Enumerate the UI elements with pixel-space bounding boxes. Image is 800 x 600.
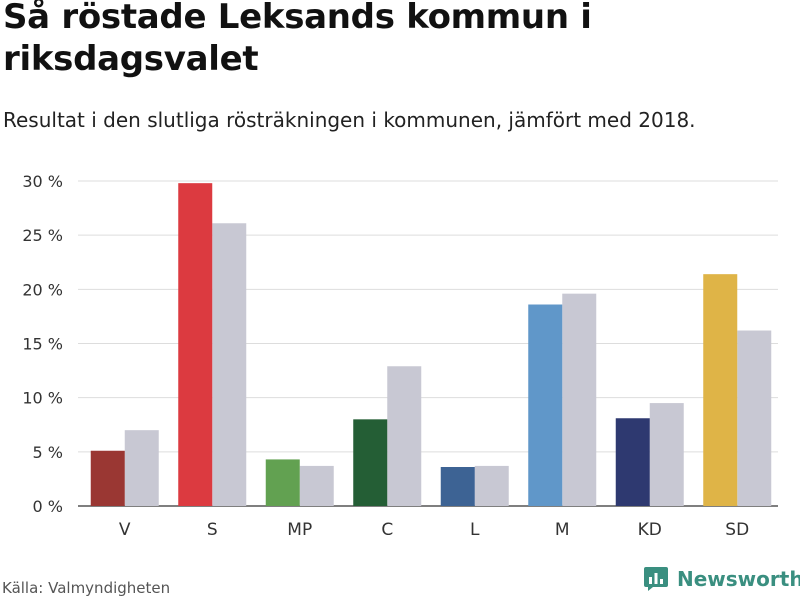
bar-2018-kd <box>649 403 684 506</box>
y-tick-label: 5 % <box>33 443 63 462</box>
y-tick-label: 10 % <box>22 389 63 408</box>
y-tick-label: 20 % <box>22 280 63 299</box>
bar-2022-sd <box>703 274 738 506</box>
bar-2018-s <box>212 223 247 506</box>
y-tick-label: 25 % <box>22 226 63 245</box>
category-label-mp: MP <box>287 520 312 540</box>
bar-2022-s <box>178 183 213 506</box>
category-label-sd: SD <box>725 520 749 540</box>
bar-2018-mp <box>299 465 334 506</box>
source-note: Källa: Valmyndigheten <box>2 579 171 597</box>
brand-name: Newsworthy <box>677 567 800 591</box>
bar-2022-m <box>528 304 563 506</box>
bar-2018-c <box>387 366 422 506</box>
category-label-s: S <box>207 520 218 540</box>
category-label-m: M <box>555 520 570 540</box>
bar-2022-c <box>353 419 388 506</box>
y-tick-label: 0 % <box>33 497 63 516</box>
y-tick-label: 30 % <box>22 172 63 191</box>
bar-2018-l <box>474 465 509 506</box>
bar-2018-m <box>562 293 597 506</box>
bar-2018-sd <box>737 330 772 506</box>
bar-2022-l <box>440 467 475 506</box>
category-label-c: C <box>381 520 393 540</box>
y-axis-labels: 0 % 5 % 10 % 15 % 20 % 25 % 30 % <box>22 172 63 516</box>
bars <box>90 183 772 506</box>
chart-title: Så röstade Leksands kommun i riksdagsval… <box>3 0 592 79</box>
bar-2018-v <box>124 430 159 506</box>
x-axis-labels: V S MP C L M KD SD <box>119 520 749 540</box>
newsworthy-logo: Newsworthy <box>643 566 800 592</box>
chart-subtitle: Resultat i den slutliga rösträkningen i … <box>3 108 696 132</box>
y-tick-label: 15 % <box>22 335 63 354</box>
category-label-kd: KD <box>638 520 662 540</box>
category-label-l: L <box>470 520 480 540</box>
bar-2022-kd <box>615 418 650 506</box>
bar-2022-v <box>90 450 125 506</box>
bar-2022-mp <box>265 459 300 506</box>
category-label-v: V <box>119 520 131 540</box>
newsworthy-icon <box>644 567 668 591</box>
